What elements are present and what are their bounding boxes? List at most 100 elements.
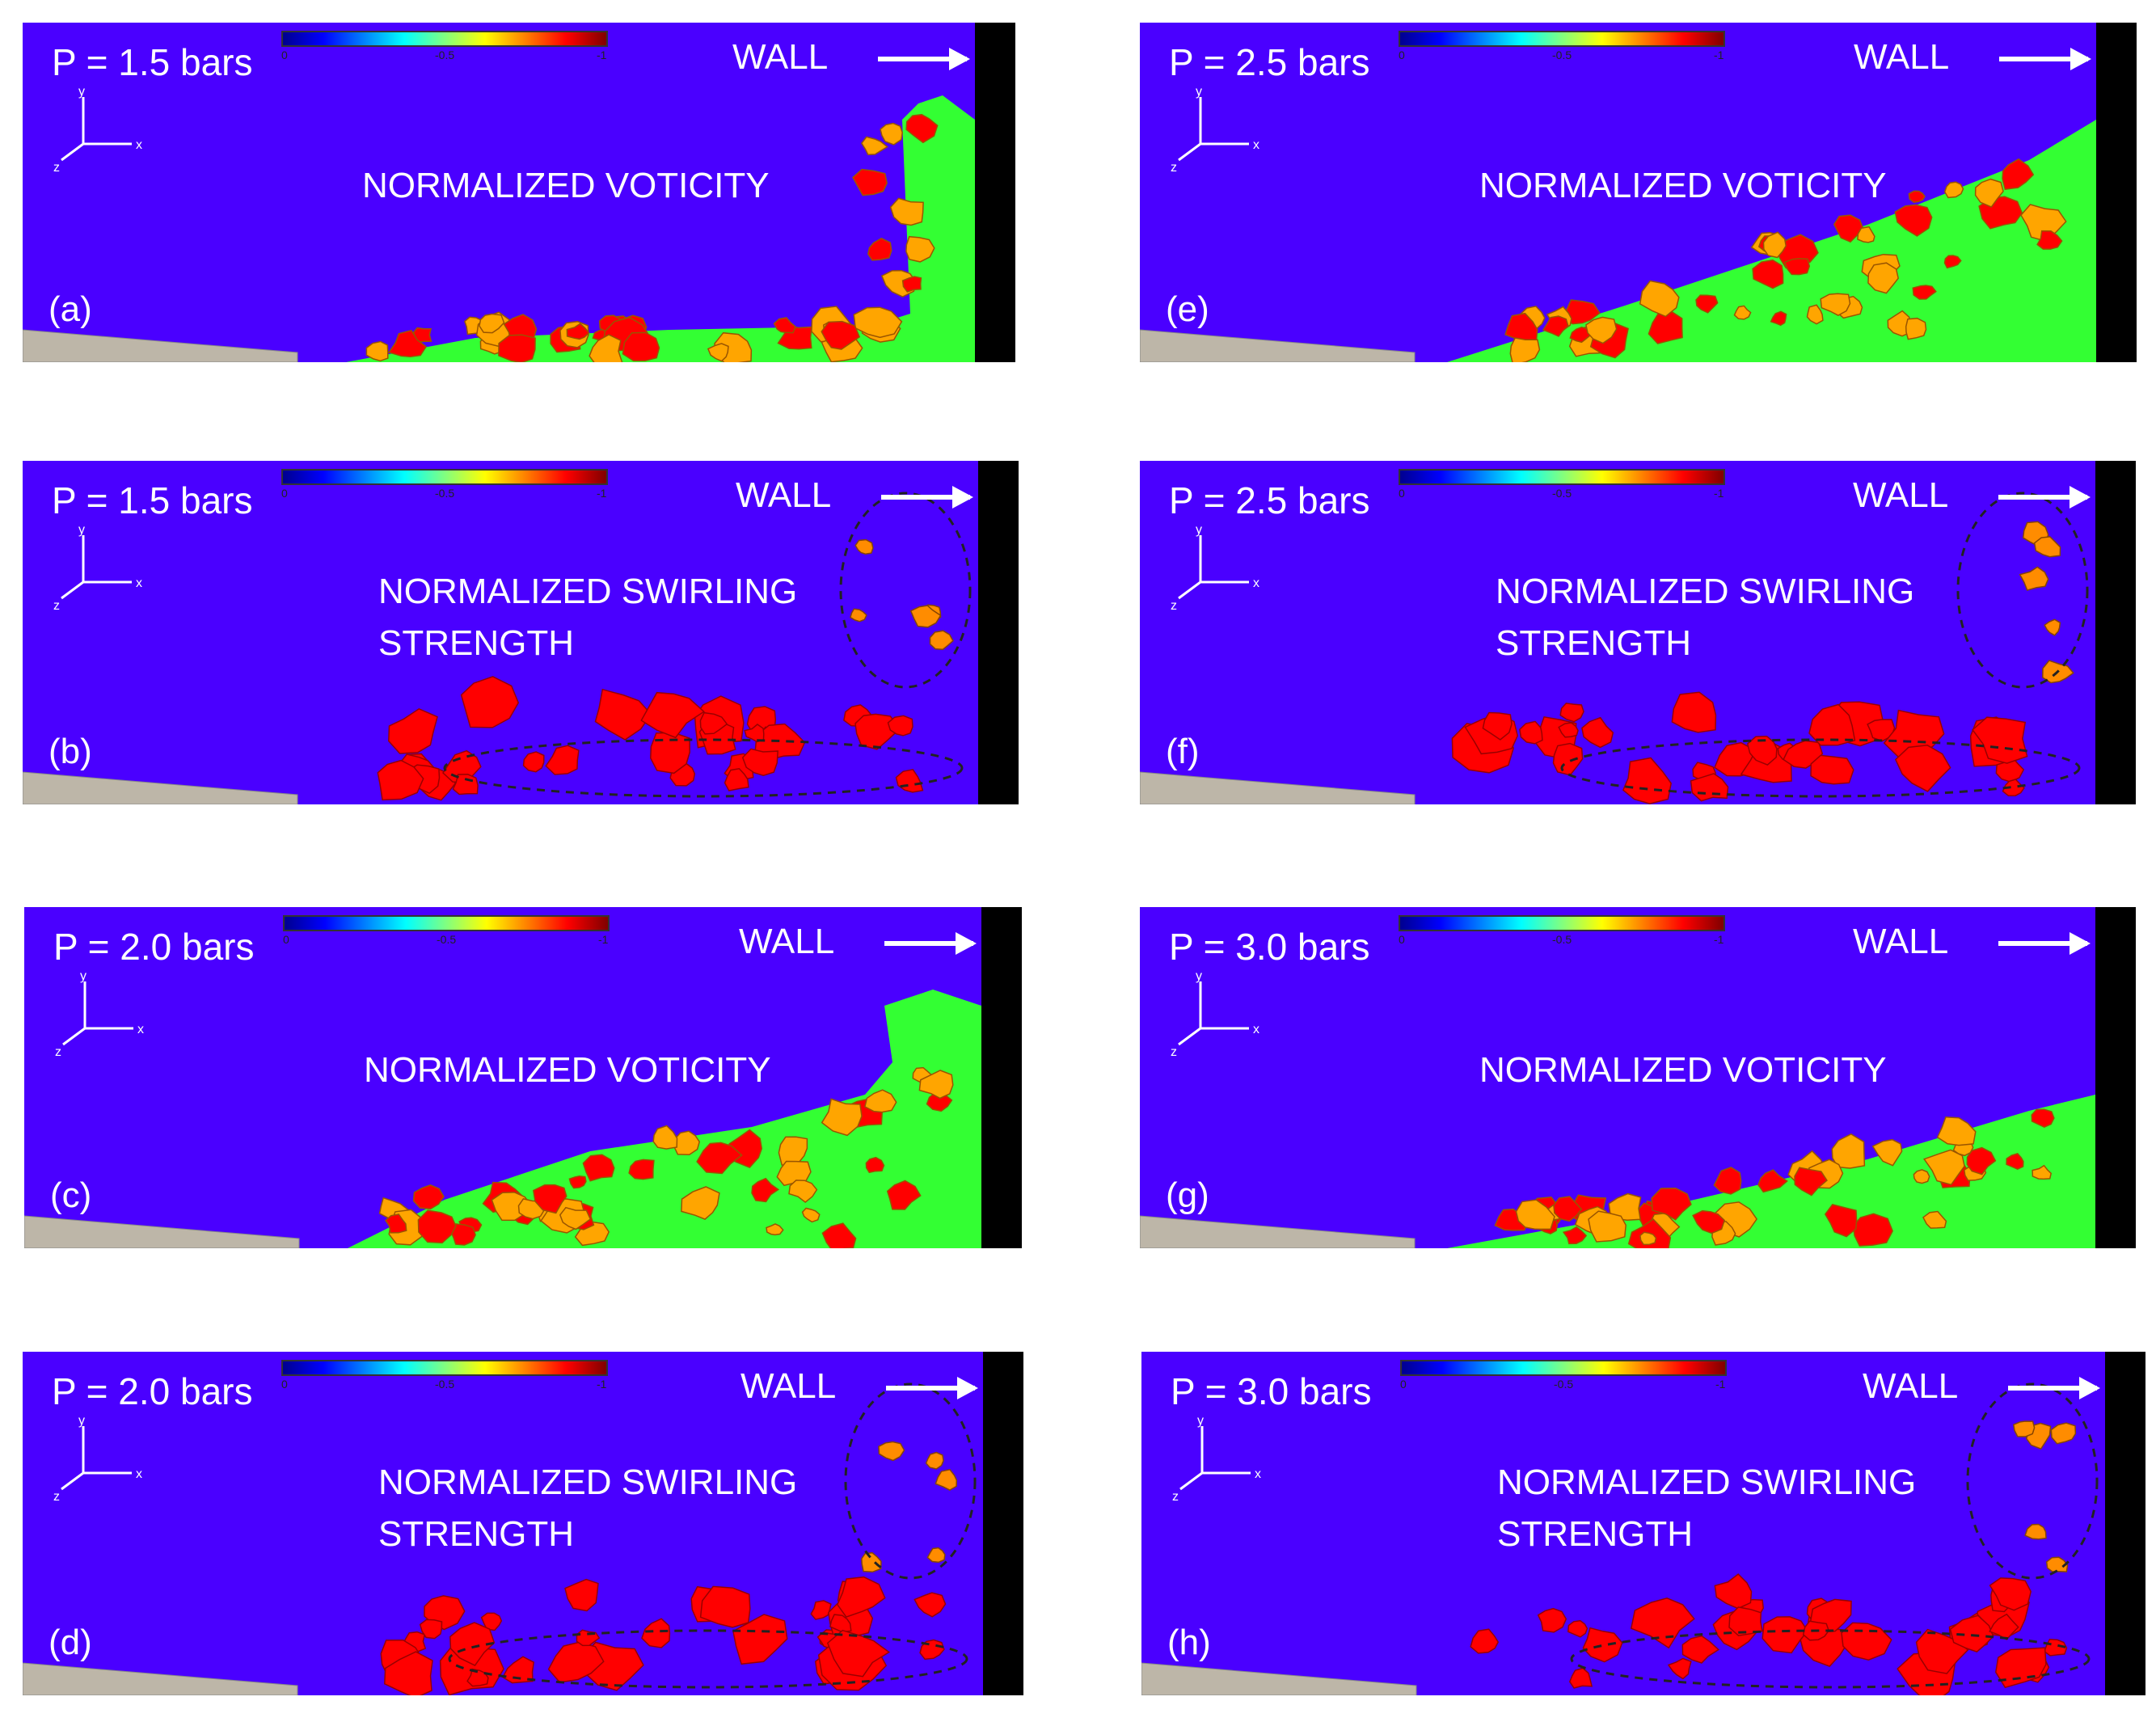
wall-arrow-icon: [1998, 486, 2091, 509]
axis-x-label: x: [136, 1467, 142, 1481]
wall-strip: [2096, 23, 2137, 362]
axis-y-label: y: [1196, 87, 1202, 99]
colorbar-tick: -0.5: [437, 933, 457, 946]
colorbar: [1400, 1360, 1727, 1376]
axis-x-label: x: [1253, 1023, 1259, 1036]
flow-field: [1140, 1095, 2095, 1248]
wall-arrow-icon: [1998, 932, 2091, 955]
colorbar-tick: -0.5: [435, 487, 455, 500]
wall-strip: [981, 907, 1022, 1248]
wall-label: WALL: [1853, 475, 1949, 515]
axis-y-label: y: [1197, 1416, 1204, 1428]
colorbar-tick: -1: [597, 49, 607, 61]
panel-label: (e): [1166, 289, 1209, 329]
colorbar: [1399, 31, 1725, 47]
wall-label: WALL: [739, 922, 835, 961]
axis-y-label: y: [80, 972, 86, 983]
pressure-label: P = 1.5 bars: [52, 479, 253, 521]
quantity-label: NORMALIZED SWIRLING STRENGTH: [1497, 1462, 1917, 1554]
panel-label: (g): [1166, 1175, 1209, 1215]
colorbar-tick: -1: [597, 487, 607, 500]
wall-arrow-icon: [2008, 1377, 2100, 1399]
axis-z-label: z: [1172, 1490, 1179, 1504]
axes-icon: y x z: [55, 972, 144, 1059]
wall-arrow-icon: [886, 1377, 978, 1399]
colorbar-tick: -1: [1714, 487, 1724, 500]
flow-panel: P = 3.0 bars 0 -0.5 -1 WALL y x z NORMAL…: [1141, 1352, 2145, 1695]
flow-field: [23, 1382, 977, 1695]
colorbar-tick: -1: [1714, 933, 1724, 946]
wall-arrow-icon: [878, 48, 970, 70]
colorbar-tick: 0: [1399, 487, 1405, 500]
flow-panel: P = 1.5 bars 0 -0.5 -1 WALL y x z NORMAL…: [23, 23, 1015, 362]
axes-icon: y x z: [1171, 525, 1259, 613]
pressure-label: P = 2.0 bars: [53, 926, 255, 968]
pressure-label: P = 1.5 bars: [52, 41, 253, 83]
panel-label: (b): [49, 732, 92, 771]
pressure-label: P = 2.5 bars: [1169, 479, 1370, 521]
flow-panel: P = 2.0 bars 0 -0.5 -1 WALL y x z NORMAL…: [24, 907, 1022, 1248]
axis-z-label: z: [1171, 599, 1177, 613]
axis-z-label: z: [1171, 1045, 1177, 1059]
quantity-label: NORMALIZED SWIRLING STRENGTH: [1496, 572, 1915, 663]
axis-y-label: y: [78, 525, 85, 537]
quantity-label: NORMALIZED VOTICITY: [1479, 1050, 1887, 1090]
axis-x-label: x: [1253, 138, 1259, 152]
wall-strip: [2105, 1352, 2145, 1695]
panel-label: (c): [50, 1175, 92, 1215]
axis-x-label: x: [1253, 576, 1259, 590]
axis-y-label: y: [78, 1416, 85, 1428]
colorbar-tick: 0: [283, 933, 289, 946]
flow-field: [24, 990, 981, 1248]
panel-label: (d): [49, 1623, 92, 1662]
quantity-label: NORMALIZED VOTICITY: [1479, 166, 1887, 205]
colorbar: [281, 1360, 608, 1376]
axis-x-label: x: [136, 576, 142, 590]
colorbar: [281, 31, 608, 47]
colorbar-tick: 0: [281, 49, 288, 61]
pressure-label: P = 3.0 bars: [1171, 1370, 1372, 1412]
wall-label: WALL: [1853, 922, 1949, 961]
panel-label: (f): [1166, 732, 1200, 771]
axis-z-label: z: [53, 161, 60, 175]
axis-z-label: z: [1171, 161, 1177, 175]
axis-y-label: y: [1196, 525, 1202, 537]
pressure-label: P = 2.0 bars: [52, 1370, 253, 1412]
wall-label: WALL: [736, 475, 832, 515]
wall-arrow-icon: [884, 932, 977, 955]
axes-icon: y x z: [1171, 87, 1259, 175]
flow-panel: P = 2.5 bars 0 -0.5 -1 WALL y x z NORMAL…: [1140, 461, 2136, 804]
colorbar: [1399, 469, 1725, 485]
colorbar-tick: -0.5: [435, 1378, 455, 1391]
colorbar-tick: -1: [1715, 1378, 1726, 1391]
axis-x-label: x: [1255, 1467, 1261, 1481]
pressure-label: P = 2.5 bars: [1169, 41, 1370, 83]
panel-label: (h): [1167, 1623, 1211, 1662]
colorbar-tick: 0: [1400, 1378, 1407, 1391]
axes-icon: y x z: [1171, 972, 1259, 1059]
colorbar: [1399, 915, 1725, 931]
flow-field: [23, 492, 972, 804]
wall-strip: [983, 1352, 1023, 1695]
colorbar-tick: -1: [1714, 49, 1724, 61]
wall-arrow-icon: [1999, 48, 2091, 70]
colorbar-tick: -0.5: [1552, 487, 1572, 500]
quantity-label: NORMALIZED VOTICITY: [364, 1050, 771, 1090]
colorbar-tick: -0.5: [435, 49, 455, 61]
flow-field: [1140, 120, 2096, 362]
colorbar-tick: 0: [281, 1378, 288, 1391]
colorbar-tick: -0.5: [1552, 49, 1572, 61]
flow-panel: P = 2.5 bars 0 -0.5 -1 WALL y x z NORMAL…: [1140, 23, 2137, 362]
axes-icon: y x z: [53, 1416, 142, 1504]
axis-z-label: z: [53, 1490, 60, 1504]
colorbar-tick: -0.5: [1552, 933, 1572, 946]
wall-strip: [978, 461, 1019, 804]
quantity-label: NORMALIZED VOTICITY: [362, 166, 770, 205]
flow-panel: P = 2.0 bars 0 -0.5 -1 WALL y x z NORMAL…: [23, 1352, 1023, 1695]
axis-y-label: y: [78, 87, 85, 99]
wall-label: WALL: [732, 37, 829, 77]
axes-icon: y x z: [1172, 1416, 1261, 1504]
axes-icon: y x z: [53, 525, 142, 613]
flow-panel: P = 3.0 bars 0 -0.5 -1 WALL y x z NORMAL…: [1140, 907, 2136, 1248]
axis-x-label: x: [137, 1023, 144, 1036]
